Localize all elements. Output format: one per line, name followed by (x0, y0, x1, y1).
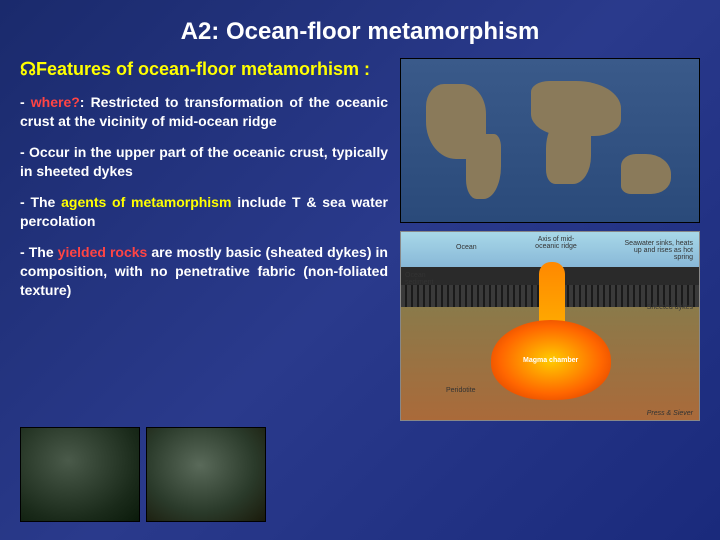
bullet-4-red: yielded rocks (58, 244, 148, 260)
ridge-diagram-image: Ocean Axis of mid-oceanic ridge Seawater… (400, 231, 700, 421)
rock-sample-2 (146, 427, 266, 522)
bullet-1-dash: - (20, 94, 31, 110)
dia-label-sediment: Ocean sediment (405, 272, 445, 286)
right-column: Ocean Axis of mid-oceanic ridge Seawater… (400, 58, 700, 421)
rock-sample-1 (20, 427, 140, 522)
dia-label-peridotite: Peridotite (446, 387, 476, 394)
content-area: ☊Features of ocean-floor metamorhism : -… (0, 58, 720, 421)
bullet-3-a: - The (20, 194, 61, 210)
dia-label-ocean: Ocean (456, 244, 477, 251)
dia-label-credit: Press & Siever (647, 410, 693, 417)
dia-label-sheeted: Sheeted dykes (643, 304, 693, 311)
bullet-2: - Occur in the upper part of the oceanic… (20, 143, 388, 181)
bullet-3-yellow: agents of metamorphism (61, 194, 231, 210)
bullet-4-a: - The (20, 244, 58, 260)
dia-label-magma: Magma chamber (523, 357, 578, 364)
dia-label-axis: Axis of mid-oceanic ridge (526, 236, 586, 250)
slide-title: A2: Ocean-floor metamorphism (0, 0, 720, 58)
left-column: ☊Features of ocean-floor metamorhism : -… (20, 58, 400, 421)
rock-images (20, 427, 266, 522)
world-map-image (400, 58, 700, 223)
bullet-1: - where?: Restricted to transformation o… (20, 93, 388, 131)
dia-label-seawater: Seawater sinks, heats up and rises as ho… (623, 240, 693, 261)
subtitle: ☊Features of ocean-floor metamorhism : (20, 58, 388, 81)
bullet-1-red: where? (31, 94, 80, 110)
bullet-3: - The agents of metamorphism include T &… (20, 193, 388, 231)
bullet-4: - The yielded rocks are mostly basic (sh… (20, 243, 388, 300)
